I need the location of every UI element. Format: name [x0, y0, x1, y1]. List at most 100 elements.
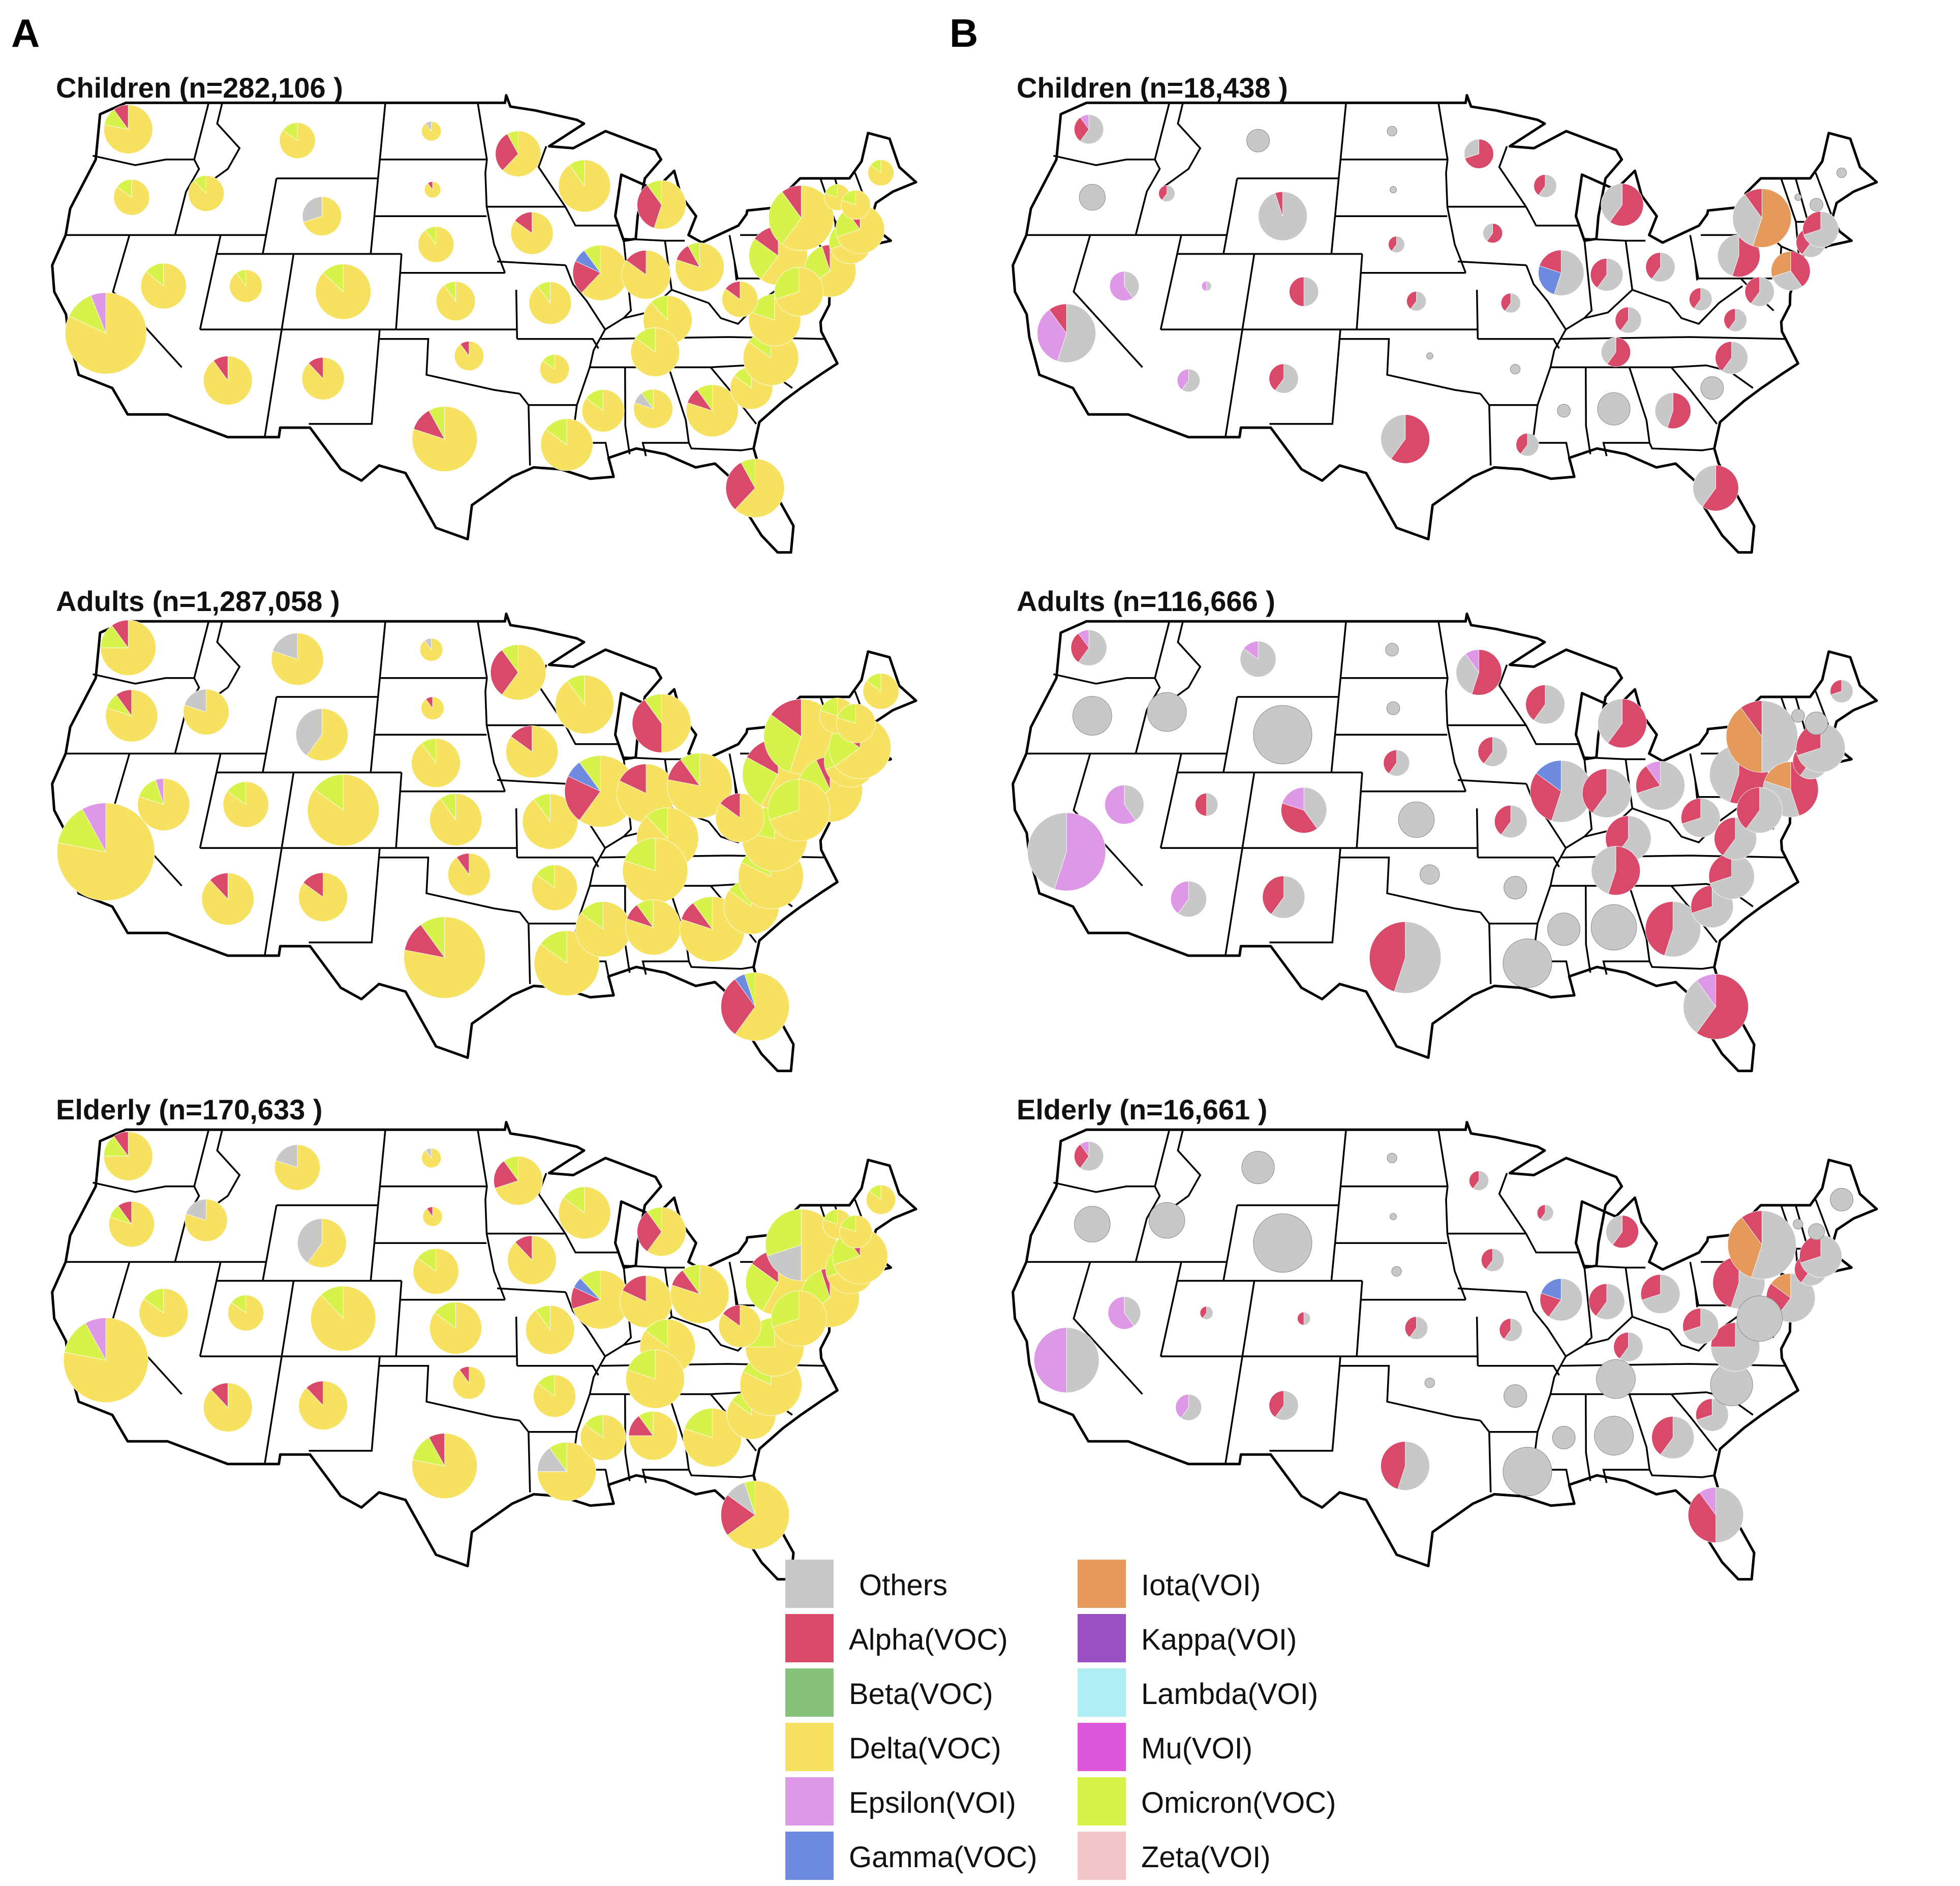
pie-slice	[193, 175, 206, 194]
pie-nc	[1708, 853, 1755, 900]
pie-mn	[490, 644, 546, 701]
state-boundary	[1525, 206, 1579, 227]
state-boundary	[309, 847, 381, 944]
pie-slice	[1557, 404, 1571, 418]
pie-slice	[1386, 701, 1400, 715]
pie-md	[1736, 787, 1783, 833]
pie-oh	[1645, 252, 1675, 282]
pie-slice	[1054, 812, 1106, 891]
pie-wa	[1074, 1141, 1104, 1171]
pie-slice	[693, 896, 713, 930]
pie-slice	[1613, 1332, 1629, 1359]
pie-ia	[505, 725, 559, 778]
pie-slice	[1800, 1235, 1842, 1278]
pie-slice	[1696, 974, 1716, 1008]
pie-slice	[1588, 1283, 1607, 1317]
pie-slice	[1397, 1441, 1430, 1490]
state-boundary	[497, 779, 566, 785]
pie-ut	[228, 1295, 264, 1331]
column-letter-b: B	[950, 11, 978, 55]
pie-wy	[297, 1218, 347, 1268]
pie-la	[540, 418, 593, 471]
pie-ks	[429, 793, 482, 846]
pie-ks	[1406, 291, 1427, 311]
pie-slice	[1808, 1223, 1825, 1240]
pie-tn	[1596, 1359, 1636, 1399]
pie-il	[571, 1270, 630, 1329]
pie-slice	[306, 1381, 323, 1406]
state-boundary	[537, 146, 566, 207]
map-panel-a-children: Children (n=282,106 )	[51, 72, 917, 554]
pie-ne	[413, 1248, 459, 1295]
pie-id	[188, 175, 225, 212]
state-boundary	[93, 673, 195, 685]
pie-slice	[721, 1495, 756, 1536]
state-boundary	[515, 290, 518, 339]
pie-sd	[421, 696, 444, 720]
pie-wy	[1253, 705, 1312, 765]
pie-me	[863, 673, 899, 710]
pie-slice	[1269, 1390, 1284, 1418]
pie-slice	[1243, 641, 1259, 660]
pie-slice	[404, 924, 445, 958]
panel-title: Elderly (n=16,661 )	[1017, 1093, 1267, 1125]
pie-slice	[1033, 1327, 1067, 1393]
state-boundary	[1161, 1129, 1202, 1215]
pie-ky	[1615, 307, 1642, 333]
pie-slice	[514, 211, 532, 234]
pie-slice	[636, 899, 654, 928]
pie-mt	[1241, 1151, 1275, 1184]
state-boundary	[564, 1233, 618, 1254]
pie-nv	[1105, 784, 1144, 825]
pie-slice	[637, 185, 662, 229]
pie-slice	[209, 872, 228, 900]
pie-fl	[1693, 465, 1739, 511]
pie-slice	[1732, 194, 1762, 247]
state-boundary	[1073, 753, 1143, 887]
legend-swatch	[785, 1560, 834, 1608]
legend-item: Mu(VOI)	[1078, 1723, 1252, 1771]
pie-slice	[837, 704, 856, 724]
pie-slice	[90, 292, 106, 333]
pie-slice	[682, 1264, 700, 1295]
pie-mn	[494, 1156, 543, 1205]
pie-slice	[1538, 265, 1561, 295]
pie-slice	[427, 181, 433, 191]
legend-label: Epsilon(VOI)	[849, 1786, 1016, 1819]
state-boundary	[1159, 1262, 1182, 1357]
pie-slice	[1464, 139, 1494, 169]
pie-slice	[1802, 211, 1821, 235]
pie-ok	[447, 853, 491, 896]
pie-sc	[1700, 376, 1724, 400]
state-boundary	[1458, 779, 1526, 785]
pie-slice	[637, 1211, 662, 1252]
pie-ny	[1726, 701, 1798, 773]
pie-slice	[1504, 876, 1527, 900]
pie-slice	[1161, 185, 1175, 202]
pie-mt	[274, 1144, 321, 1191]
state-boundary	[379, 338, 520, 395]
pie-slice	[425, 226, 436, 246]
state-boundary	[1458, 1287, 1526, 1293]
pie-slice	[742, 756, 779, 806]
pie-slice	[118, 1201, 132, 1225]
pie-slice	[1406, 291, 1417, 310]
pie-slice	[1282, 787, 1304, 811]
pie-slice	[1541, 1278, 1561, 1300]
state-boundary	[1476, 290, 1479, 339]
pie-nm	[1269, 1390, 1299, 1420]
pie-slice	[1601, 183, 1622, 223]
pie-slice	[765, 1209, 802, 1257]
legend-item: Alpha(VOC)	[785, 1614, 1008, 1662]
pie-ne	[1391, 1266, 1402, 1276]
pie-in	[1590, 258, 1624, 291]
pie-slice	[495, 1156, 543, 1205]
pie-slice	[1494, 805, 1511, 835]
pie-az	[201, 872, 254, 926]
state-boundary	[1339, 338, 1481, 395]
pie-ga	[683, 1408, 742, 1467]
pie-slice	[140, 263, 187, 309]
pie-slice	[426, 1206, 433, 1218]
pie-slice	[1503, 1447, 1552, 1497]
pie-wi	[558, 1187, 611, 1239]
